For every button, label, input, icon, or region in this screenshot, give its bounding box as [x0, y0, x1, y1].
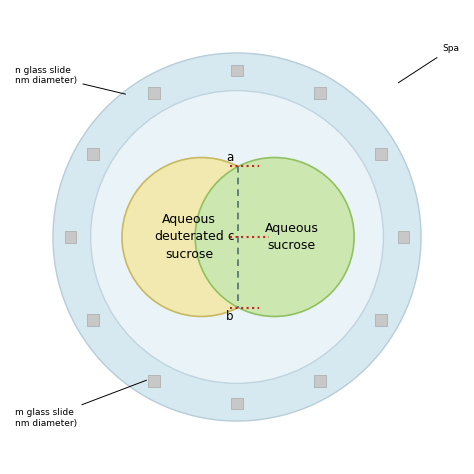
Text: Spa: Spa: [398, 44, 459, 83]
FancyBboxPatch shape: [231, 65, 243, 76]
FancyBboxPatch shape: [87, 314, 99, 326]
FancyBboxPatch shape: [375, 148, 387, 160]
FancyBboxPatch shape: [65, 231, 76, 243]
FancyBboxPatch shape: [314, 87, 326, 99]
FancyBboxPatch shape: [231, 398, 243, 409]
FancyBboxPatch shape: [148, 375, 160, 387]
Text: Aqueous
deuterated
sucrose: Aqueous deuterated sucrose: [154, 213, 224, 261]
Circle shape: [122, 157, 281, 317]
Text: n glass slide
nm diameter): n glass slide nm diameter): [15, 65, 126, 94]
Text: c: c: [228, 230, 234, 244]
Text: b: b: [227, 310, 234, 323]
Circle shape: [53, 53, 421, 421]
Circle shape: [195, 157, 354, 317]
FancyBboxPatch shape: [314, 375, 326, 387]
FancyBboxPatch shape: [148, 87, 160, 99]
Circle shape: [91, 91, 383, 383]
Text: Aqueous
sucrose: Aqueous sucrose: [264, 222, 319, 252]
FancyBboxPatch shape: [87, 148, 99, 160]
Text: m glass slide
nm diameter): m glass slide nm diameter): [15, 380, 146, 428]
FancyBboxPatch shape: [375, 314, 387, 326]
FancyBboxPatch shape: [398, 231, 409, 243]
Text: a: a: [227, 151, 234, 164]
